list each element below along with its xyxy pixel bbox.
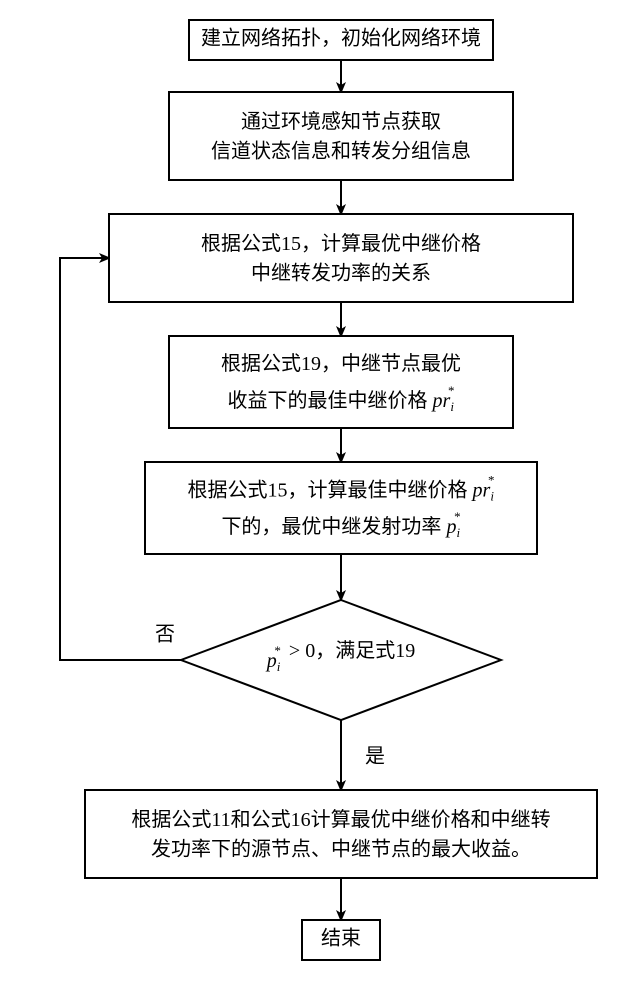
edge-label-否: 否 — [155, 624, 175, 646]
svg-text:根据公式11和公式16计算最优中继价格和中继转: 根据公式11和公式16计算最优中继价格和中继转 — [131, 808, 550, 831]
edge-label-是: 是 — [365, 746, 385, 768]
svg-text:中继转发功率的关系: 中继转发功率的关系 — [251, 261, 431, 284]
svg-text:根据公式15，计算最优中继价格: 根据公式15，计算最优中继价格 — [201, 232, 481, 255]
node-n7: 根据公式11和公式16计算最优中继价格和中继转发功率下的源节点、中继节点的最大收… — [85, 790, 597, 878]
svg-text:通过环境感知节点获取: 通过环境感知节点获取 — [241, 110, 441, 133]
nodes-layer: 建立网络拓扑，初始化网络环境通过环境感知节点获取信道状态信息和转发分组信息根据公… — [85, 20, 597, 960]
node-n5: 根据公式15，计算最佳中继价格 pri*下的，最优中继发射功率 pi* — [145, 462, 537, 554]
svg-text:信道状态信息和转发分组信息: 信道状态信息和转发分组信息 — [211, 139, 471, 162]
node-n1: 建立网络拓扑，初始化网络环境 — [189, 20, 493, 60]
node-n8: 结束 — [302, 920, 380, 960]
node-n4: 根据公式19，中继节点最优收益下的最佳中继价格 pri* — [169, 336, 513, 428]
svg-text:建立网络拓扑，初始化网络环境: 建立网络拓扑，初始化网络环境 — [201, 27, 481, 50]
node-n6: pi* > 0，满足式19 — [181, 600, 501, 720]
node-n3: 根据公式15，计算最优中继价格中继转发功率的关系 — [109, 214, 573, 302]
svg-text:根据公式19，中继节点最优: 根据公式19，中继节点最优 — [221, 352, 461, 375]
svg-text:结束: 结束 — [321, 927, 361, 950]
svg-text:发功率下的源节点、中继节点的最大收益。: 发功率下的源节点、中继节点的最大收益。 — [151, 837, 531, 860]
edge-n6-n3 — [60, 258, 181, 660]
node-n2: 通过环境感知节点获取信道状态信息和转发分组信息 — [169, 92, 513, 180]
